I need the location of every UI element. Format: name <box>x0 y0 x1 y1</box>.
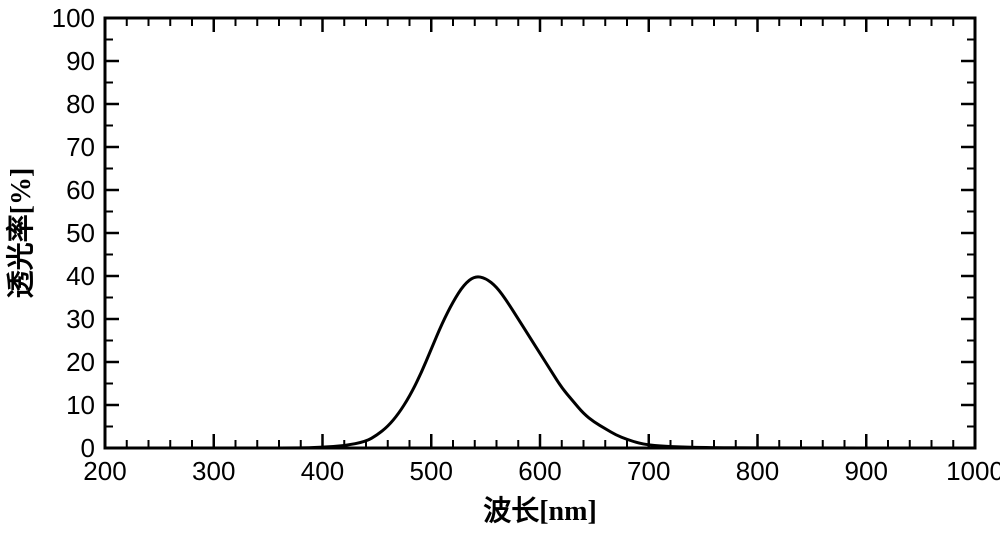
x-tick-label: 600 <box>518 456 561 486</box>
y-tick-label: 100 <box>52 3 95 33</box>
x-tick-label: 700 <box>627 456 670 486</box>
y-tick-label: 0 <box>81 433 95 463</box>
x-tick-label: 1000 <box>946 456 1000 486</box>
chart-svg: 2003004005006007008009001000010203040506… <box>0 0 1000 550</box>
transmittance-chart: 2003004005006007008009001000010203040506… <box>0 0 1000 550</box>
y-tick-label: 90 <box>66 46 95 76</box>
x-tick-label: 300 <box>192 456 235 486</box>
y-tick-label: 80 <box>66 89 95 119</box>
y-tick-label: 40 <box>66 261 95 291</box>
x-tick-label: 800 <box>736 456 779 486</box>
y-tick-label: 60 <box>66 175 95 205</box>
x-tick-label: 500 <box>410 456 453 486</box>
y-tick-label: 30 <box>66 304 95 334</box>
x-tick-label: 900 <box>845 456 888 486</box>
x-axis-label: 波长[nm] <box>483 495 597 527</box>
y-axis-label: 透光率[%] <box>4 168 37 299</box>
y-tick-label: 70 <box>66 132 95 162</box>
y-tick-label: 50 <box>66 218 95 248</box>
y-tick-label: 20 <box>66 347 95 377</box>
x-tick-label: 400 <box>301 456 344 486</box>
y-tick-label: 10 <box>66 390 95 420</box>
